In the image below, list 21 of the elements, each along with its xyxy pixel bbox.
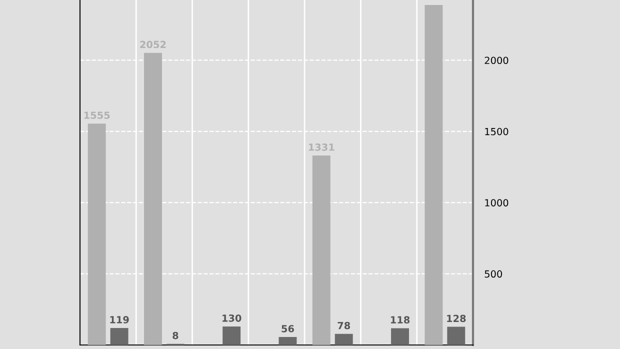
bar [144,52,162,345]
bar [312,155,330,345]
bar [424,4,443,345]
data-label: 128 [447,314,466,322]
y-tick-label: 1500 [485,128,508,136]
bar [447,326,466,345]
bar [334,334,353,345]
bar [391,328,409,345]
bar [88,124,106,345]
data-label: 78 [338,322,350,330]
bar [278,337,297,345]
y-tick-label: 1000 [485,199,508,206]
bar [110,328,128,345]
data-label: 130 [222,314,242,322]
data-label: 119 [110,316,129,324]
data-label: 8 [172,332,178,340]
data-label: 56 [282,325,294,332]
bar [222,326,241,345]
y-tick-label: 500 [484,270,502,278]
y-tick-label: 2000 [484,56,508,64]
data-label: 118 [390,316,410,324]
